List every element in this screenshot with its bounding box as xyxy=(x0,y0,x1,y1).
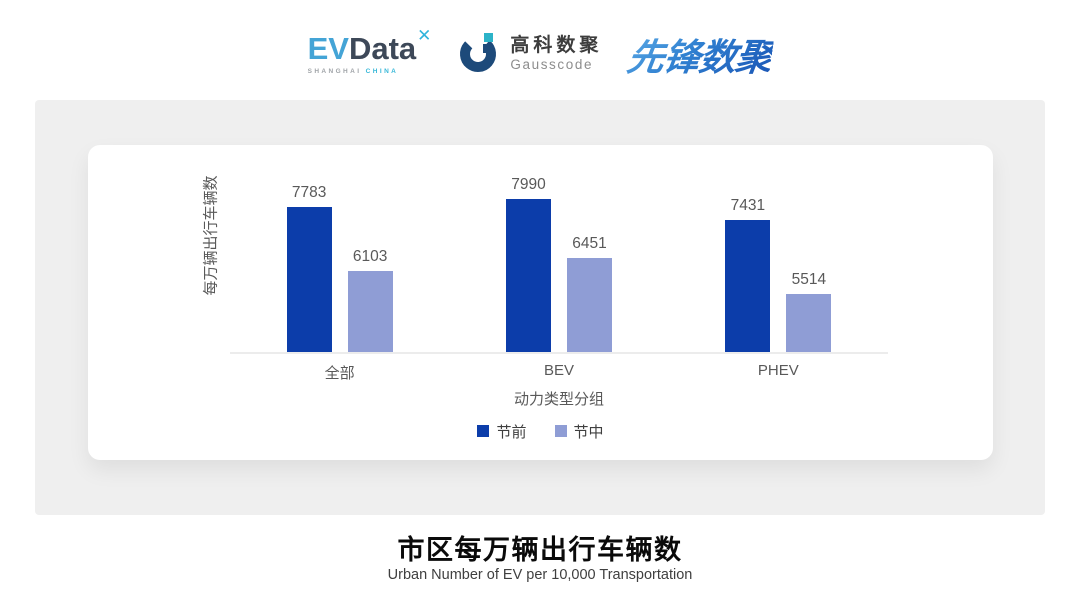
category-label-PHEV: PHEV xyxy=(757,362,799,379)
header-logos: EV Data ✕ SHANGHAI CHINA 高科数聚 Gausscode 先锋… xyxy=(0,18,1080,90)
gausscode-cn-text: 高科数聚 xyxy=(510,35,603,57)
value-label-节中-BEV: 6451 xyxy=(572,235,607,252)
legend-swatch-节前 xyxy=(477,425,490,437)
bar-节中-PHEV xyxy=(786,294,832,352)
chart-title: 市区每万辆出行车辆数 xyxy=(397,535,683,565)
evdata-logo: EV Data ✕ SHANGHAI CHINA xyxy=(307,27,432,75)
gausscode-logo: 高科数聚 Gausscode xyxy=(457,30,602,79)
gausscode-en-text: Gausscode xyxy=(510,57,594,73)
value-label-节前-全部: 7783 xyxy=(291,184,327,201)
chart-subtitle: Urban Number of EV per 10,000 Transporta… xyxy=(387,567,693,583)
legend: 节前 节中 xyxy=(88,421,993,441)
category-label-BEV: BEV xyxy=(543,362,574,379)
legend-item-节中: 节中 xyxy=(554,421,604,442)
evdata-subtext: SHANGHAI CHINA xyxy=(308,68,399,75)
value-label-节中-全部: 6103 xyxy=(352,248,388,265)
y-axis-label: 每万辆出行车辆数 xyxy=(202,175,220,296)
legend-label-节前: 节前 xyxy=(496,423,527,441)
value-label-节前-PHEV: 7431 xyxy=(730,197,766,214)
chart-card: 每万辆出行车辆数 7783 6103 全部 7990 6451 BEV 7431 5514 PH… xyxy=(88,145,993,460)
x-axis-title: 动力类型分组 xyxy=(513,391,604,408)
legend-label-节中: 节中 xyxy=(573,423,604,441)
evdata-wordmark: EV Data ✕ xyxy=(307,27,432,66)
category-label-全部: 全部 xyxy=(324,365,355,382)
bar-chart: 每万辆出行车辆数 7783 6103 全部 7990 6451 BEV 7431 5514 PH… xyxy=(88,145,993,460)
gausscode-wordmark: 高科数聚 Gausscode xyxy=(510,35,602,72)
evdata-sparkle-icon: ✕ xyxy=(417,26,432,45)
evdata-china-text: CHINA xyxy=(365,68,399,75)
pioneer-logo: 先锋数聚 xyxy=(625,27,777,81)
bar-节前-BEV xyxy=(506,199,551,352)
evdata-ev-text: EV xyxy=(307,31,349,66)
gausscode-g-icon xyxy=(457,30,501,79)
legend-item-节前: 节前 xyxy=(477,421,527,442)
value-label-节前-BEV: 7990 xyxy=(511,176,546,193)
value-label-节中-PHEV: 5514 xyxy=(791,271,827,288)
legend-swatch-节中 xyxy=(554,425,567,437)
bar-节前-全部 xyxy=(286,207,332,352)
evdata-data-text: Data xyxy=(348,31,417,66)
bar-节中-全部 xyxy=(347,271,393,352)
x-axis-line xyxy=(230,352,888,354)
bar-节中-BEV xyxy=(567,258,612,352)
bar-节前-PHEV xyxy=(725,220,771,352)
evdata-shanghai-text: SHANGHAI xyxy=(307,68,362,75)
